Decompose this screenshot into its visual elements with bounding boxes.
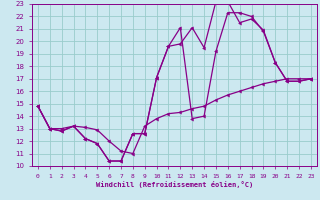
X-axis label: Windchill (Refroidissement éolien,°C): Windchill (Refroidissement éolien,°C) xyxy=(96,181,253,188)
